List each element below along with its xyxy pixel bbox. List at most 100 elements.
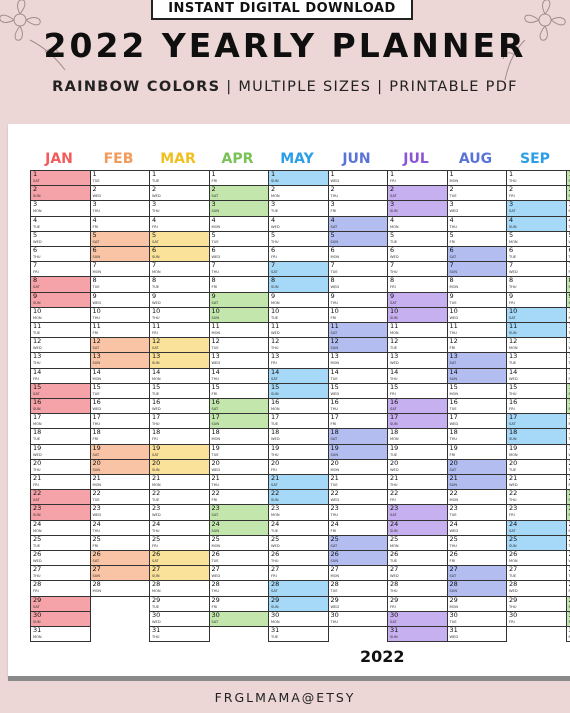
day-cell[interactable]: 29 TUE [150, 596, 209, 612]
day-cell[interactable]: 17 SUN [388, 414, 447, 430]
day-cell[interactable]: 1 SUN [269, 171, 328, 187]
day-cell[interactable]: 11 FRI [150, 323, 209, 339]
day-cell[interactable]: 16 FRI [507, 399, 566, 415]
day-cell[interactable]: 14 MON [90, 368, 150, 384]
day-cell[interactable]: 31 SUN [388, 627, 447, 643]
day-cell[interactable]: 26 THU [269, 551, 328, 567]
day-cell[interactable]: 4 MON [388, 216, 447, 232]
day-cell[interactable]: 4 SUN [507, 216, 566, 232]
day-cell[interactable]: 24 FRI [328, 520, 388, 536]
day-cell[interactable]: 7 WED [507, 262, 566, 278]
day-cell[interactable]: 29 FRI [388, 596, 447, 612]
day-cell[interactable]: 28 MON [90, 581, 150, 597]
day-cell[interactable]: 13 WED [209, 353, 269, 369]
day-cell[interactable]: 10 SUN [209, 307, 269, 323]
day-cell[interactable]: 7 SAT [269, 262, 328, 278]
day-cell[interactable]: 11 MON [209, 323, 269, 339]
day-cell[interactable]: 12 SAT [150, 338, 209, 354]
day-cell[interactable]: 12 MON [507, 338, 566, 354]
day-cell[interactable]: 3 SUN [209, 201, 269, 217]
day-cell[interactable]: 20 FRI [269, 459, 328, 475]
day-cell[interactable]: 27 TUE [507, 566, 566, 582]
day-cell[interactable]: 30 WED [150, 611, 209, 627]
day-cell[interactable]: 28 SUN [447, 581, 507, 597]
day-cell[interactable]: 26 TUE [388, 551, 447, 567]
day-cell[interactable]: 21 WED [507, 475, 566, 491]
day-cell[interactable]: 27 SUN [150, 566, 209, 582]
day-cell[interactable]: 9 WED [150, 292, 209, 308]
day-cell[interactable]: 10 THU [150, 307, 209, 323]
day-cell[interactable]: 18 MON [209, 429, 269, 445]
day-cell[interactable]: 3 TUE [269, 201, 328, 217]
day-cell[interactable]: 28 THU [388, 581, 447, 597]
day-cell[interactable]: 22 FRI [209, 490, 269, 506]
day-cell[interactable]: 6 SUN [150, 247, 209, 263]
day-cell[interactable]: 18 FRI [90, 429, 150, 445]
day-cell[interactable]: 2 TUE [447, 186, 507, 202]
day-cell[interactable]: 13 SUN [90, 353, 150, 369]
day-cell[interactable]: 17 FRI [328, 414, 388, 430]
day-cell[interactable]: 15 TUE [90, 383, 150, 399]
day-cell[interactable]: 11 FRI [90, 323, 150, 339]
day-cell[interactable]: 29 THU [507, 596, 566, 612]
day-cell[interactable]: 27 SAT [447, 566, 507, 582]
day-cell[interactable]: 23 MON [269, 505, 328, 521]
day-cell[interactable]: 15 WED [328, 383, 388, 399]
day-cell[interactable]: 25 SAT [328, 535, 388, 551]
day-cell[interactable]: 27 SUN [90, 566, 150, 582]
day-cell[interactable]: 4 WED [269, 216, 328, 232]
day-cell[interactable]: 2 THU [328, 186, 388, 202]
day-cell[interactable]: 10 TUE [269, 307, 328, 323]
day-cell[interactable]: 16 WED [90, 399, 150, 415]
day-cell[interactable] [329, 627, 388, 642]
day-cell[interactable]: 24 THU [90, 520, 150, 536]
day-cell[interactable]: 21 MON [150, 475, 209, 491]
day-cell[interactable]: 23 WED [150, 505, 209, 521]
day-cell[interactable]: 28 TUE [328, 581, 388, 597]
day-cell[interactable]: 9 THU [328, 292, 388, 308]
day-cell[interactable]: 2 SAT [388, 186, 447, 202]
day-cell[interactable]: 9 SAT [388, 292, 447, 308]
day-cell[interactable]: 19 TUE [388, 444, 447, 460]
day-cell[interactable]: 26 SAT [90, 551, 150, 567]
day-cell[interactable]: 4 FRI [90, 216, 150, 232]
day-cell[interactable]: 3 SUN [388, 201, 447, 217]
day-cell[interactable]: 21 MON [90, 475, 150, 491]
day-cell[interactable]: 17 SUN [209, 414, 269, 430]
day-cell[interactable]: 6 SAT [447, 247, 507, 263]
day-cell[interactable]: 18 SUN [507, 429, 566, 445]
day-cell[interactable]: 1 FRI [388, 171, 447, 187]
day-cell[interactable]: 1 FRI [209, 171, 269, 187]
day-cell[interactable]: 28 WED [507, 581, 566, 597]
day-cell[interactable]: 7 MON [150, 262, 209, 278]
day-cell[interactable]: 16 THU [328, 399, 388, 415]
day-cell[interactable]: 23 FRI [507, 505, 566, 521]
day-cell[interactable]: 20 SUN [90, 459, 150, 475]
day-cell[interactable]: 14 MON [150, 368, 209, 384]
day-cell[interactable]: 22 TUE [150, 490, 209, 506]
day-cell[interactable]: 1 THU [507, 171, 566, 187]
day-cell[interactable]: 15 THU [507, 383, 566, 399]
day-cell[interactable]: 26 SUN [328, 551, 388, 567]
day-cell[interactable] [91, 597, 150, 612]
